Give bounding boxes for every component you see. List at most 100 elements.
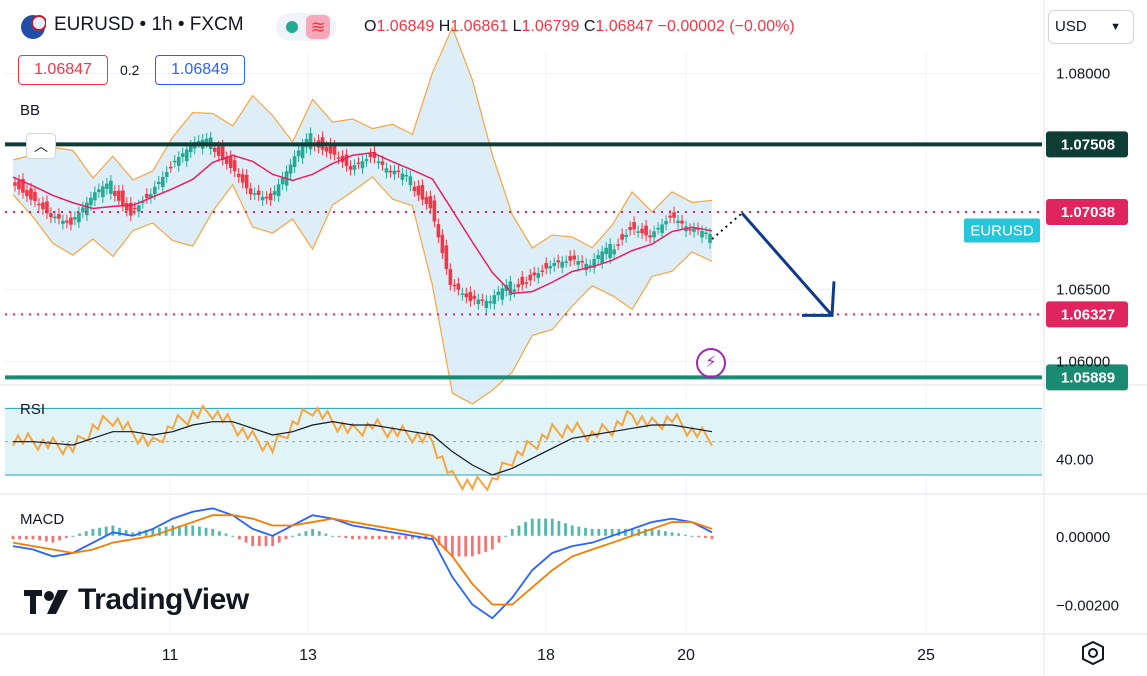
macd-histogram-bar — [237, 535, 241, 540]
rsi-indicator-label[interactable]: RSI — [20, 401, 46, 418]
candle-body — [676, 220, 680, 223]
candle-body — [632, 222, 636, 230]
candle-body — [528, 274, 533, 281]
market-open-dot-icon — [286, 21, 298, 33]
candle-body — [57, 214, 61, 219]
bid-button[interactable]: 1.06847 — [18, 55, 108, 85]
candle-body — [460, 293, 465, 295]
candle-body — [612, 249, 616, 255]
macd-histogram-bar — [124, 530, 128, 536]
macd-histogram-bar — [357, 535, 361, 540]
macd-tick-label: −0.00200 — [1056, 598, 1119, 615]
macd-histogram-bar — [118, 527, 121, 536]
candle-body — [412, 186, 417, 192]
macd-histogram-bar — [637, 528, 641, 536]
candle-body — [268, 193, 273, 201]
macd-histogram-bar — [557, 520, 561, 536]
candle-body — [137, 205, 141, 212]
bb-fill — [13, 27, 712, 405]
candle-body — [69, 217, 73, 225]
macd-histogram-bar — [610, 528, 614, 536]
settings-hexagon-icon[interactable] — [1080, 640, 1106, 666]
candle-body — [508, 281, 513, 296]
macd-histogram-bar — [564, 523, 567, 536]
macd-histogram-bar — [231, 535, 235, 537]
symbol-title[interactable]: EURUSD • 1h • FXCM — [54, 14, 244, 35]
tradingview-wordmark: TradingView — [78, 583, 249, 616]
candle-body — [480, 299, 485, 302]
candle-body — [384, 168, 389, 173]
candle-body — [61, 220, 65, 224]
candle-body — [428, 196, 433, 209]
bb-upper-band — [12, 25, 713, 249]
macd-histogram-bar — [351, 535, 354, 540]
candle-body — [336, 157, 341, 159]
macd-histogram-bar — [497, 535, 501, 543]
candle-body — [105, 183, 109, 190]
rsi-line — [12, 404, 713, 492]
candle-body — [656, 227, 660, 230]
macd-histogram-bar — [324, 533, 328, 536]
candle-body — [252, 193, 257, 195]
candle-body — [280, 177, 285, 185]
macd-histogram-bar — [337, 535, 341, 537]
candle-body — [620, 234, 624, 240]
macd-histogram-bar — [291, 535, 294, 537]
bb-basis-line — [12, 151, 713, 295]
candle-body — [212, 147, 217, 152]
candle-body — [416, 185, 421, 196]
candle-body — [308, 133, 313, 150]
currency-select[interactable]: USD ▼ — [1048, 10, 1134, 44]
ask-button[interactable]: 1.06849 — [155, 55, 245, 85]
macd-histogram-bar — [38, 535, 42, 541]
candle-body — [708, 233, 712, 243]
macd-histogram-bar — [537, 518, 541, 536]
time-tick-label: 11 — [162, 647, 179, 664]
candle-body — [296, 150, 301, 157]
candle-body — [424, 197, 429, 204]
candle-body — [580, 260, 584, 263]
macd-histogram-bar — [683, 534, 687, 536]
candle-body — [652, 231, 656, 238]
macd-histogram-bar — [630, 528, 634, 536]
wave-icon[interactable]: ≋ — [306, 15, 330, 39]
candle-body — [113, 191, 117, 196]
candle-body — [564, 261, 569, 263]
candle-body — [688, 229, 692, 231]
macd-histogram-bar — [644, 528, 647, 536]
candle-body — [592, 258, 596, 268]
candle-body — [21, 178, 25, 193]
macd-histogram-bar — [251, 535, 255, 547]
symbol-tag-label: EURUSD — [970, 222, 1034, 239]
level-price-label: 1.06327 — [1061, 306, 1115, 323]
macd-histogram-bar — [690, 535, 694, 537]
candle-body — [448, 269, 453, 285]
candle-body — [664, 220, 668, 225]
candle-body — [292, 156, 297, 168]
candle-body — [600, 251, 604, 263]
level-price-label: 1.05889 — [1061, 369, 1115, 386]
candle-body — [432, 200, 437, 222]
candle-body — [484, 300, 489, 308]
collapse-chevron-up-icon[interactable]: ︿ — [26, 133, 56, 159]
macd-histogram-bar — [617, 528, 621, 536]
forecast-arrow-line — [740, 212, 834, 317]
lightning-event-icon[interactable]: ⚡ — [696, 348, 726, 378]
bb-indicator-label[interactable]: BB — [20, 102, 41, 119]
level-price-tag — [1046, 364, 1128, 391]
macd-histogram-bar — [144, 530, 148, 536]
macd-histogram-bar — [577, 526, 581, 536]
candle-body — [636, 231, 640, 233]
macd-histogram-bar — [484, 535, 488, 552]
macd-histogram-bar — [504, 535, 508, 537]
macd-histogram-bar — [317, 531, 321, 536]
macd-histogram-bar — [524, 522, 527, 536]
macd-histogram-bar — [604, 528, 607, 536]
candle-body — [360, 161, 365, 169]
macd-histogram-bar — [191, 525, 195, 536]
spread-value: 0.2 — [120, 62, 140, 78]
macd-histogram-bar — [450, 535, 454, 557]
candle-body — [204, 138, 209, 143]
macd-indicator-label[interactable]: MACD — [20, 511, 65, 528]
